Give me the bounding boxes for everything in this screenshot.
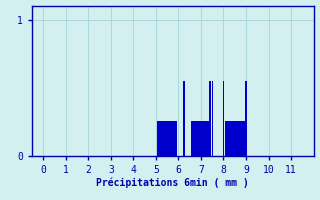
Bar: [212, 81, 213, 156]
Bar: [225, 121, 245, 156]
Bar: [223, 81, 224, 156]
Bar: [245, 81, 247, 156]
Bar: [157, 121, 177, 156]
Bar: [209, 81, 211, 156]
Bar: [183, 81, 185, 156]
Bar: [191, 121, 211, 156]
Bar: [242, 121, 244, 156]
X-axis label: Précipitations 6min ( mm ): Précipitations 6min ( mm ): [96, 178, 249, 188]
Bar: [239, 121, 241, 156]
